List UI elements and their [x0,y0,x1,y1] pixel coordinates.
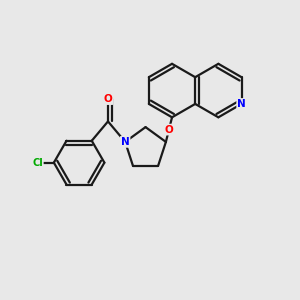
Text: Cl: Cl [32,158,43,168]
Text: O: O [165,124,173,135]
Text: N: N [237,99,246,109]
Text: O: O [103,94,112,104]
Text: N: N [121,137,130,147]
